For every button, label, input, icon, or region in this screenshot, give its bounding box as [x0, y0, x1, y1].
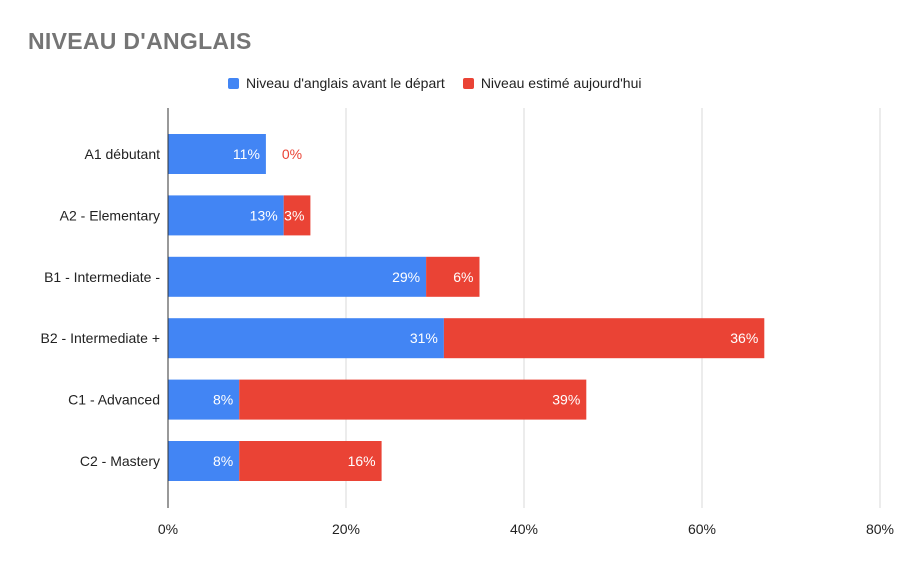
data-label: 36%	[730, 330, 758, 346]
bar-segment	[443, 318, 765, 359]
bar-segment	[168, 195, 284, 236]
category-label: A2 - Elementary	[60, 207, 160, 223]
category-label: B1 - Intermediate -	[44, 269, 160, 285]
data-label: 13%	[250, 207, 278, 223]
data-label: 6%	[453, 269, 473, 285]
data-label: 3%	[284, 207, 304, 223]
data-label: 31%	[410, 330, 438, 346]
data-label: 0%	[282, 146, 302, 162]
data-label: 39%	[552, 392, 580, 408]
legend-item-before: Niveau d'anglais avant le départ	[228, 75, 445, 91]
data-label: 8%	[213, 453, 233, 469]
legend-swatch-before	[228, 77, 239, 89]
x-tick-label: 60%	[688, 521, 716, 537]
legend-swatch-today	[462, 77, 474, 89]
legend-label-before: Niveau d'anglais avant le départ	[246, 75, 445, 91]
bar-segment	[283, 195, 311, 236]
data-label: 16%	[348, 453, 376, 469]
x-tick-label: 0%	[158, 521, 178, 537]
data-label: 11%	[233, 146, 260, 162]
bar-segment	[168, 134, 266, 174]
category-label: A1 débutant	[84, 146, 160, 162]
legend: Niveau d'anglais avant le départ Niveau …	[228, 75, 659, 91]
data-label: 29%	[392, 269, 420, 285]
bar-segment	[426, 256, 480, 297]
legend-label-today: Niveau estimé aujourd'hui	[480, 75, 642, 91]
data-label: 8%	[213, 392, 233, 408]
bar-segment	[168, 441, 240, 481]
bar-segment	[239, 379, 587, 420]
category-label: B2 - Intermediate +	[41, 330, 160, 346]
x-tick-label: 40%	[510, 521, 538, 537]
category-label: C1 - Advanced	[68, 392, 160, 408]
legend-item-today: Niveau estimé aujourd'hui	[462, 75, 642, 91]
bar-segment	[168, 379, 240, 420]
bar-segment	[239, 441, 382, 481]
x-tick-label: 80%	[866, 521, 894, 537]
bar-segment	[168, 256, 427, 297]
x-tick-label: 20%	[332, 521, 360, 537]
chart-title: NIVEAU D'ANGLAIS	[28, 28, 252, 54]
bar-segment	[168, 318, 444, 359]
category-label: C2 - Mastery	[80, 453, 160, 469]
